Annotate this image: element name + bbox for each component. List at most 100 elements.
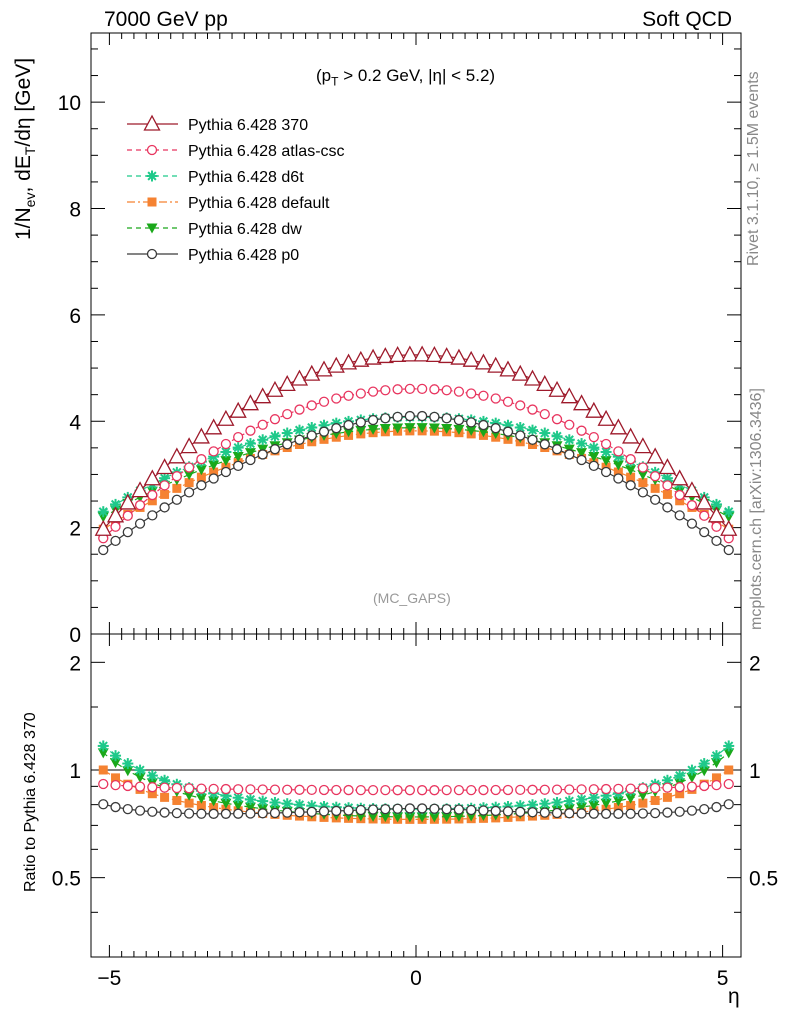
main-data-point [650, 483, 660, 493]
main-data-point [514, 422, 526, 434]
main-data-point [217, 409, 235, 426]
legend-entry: Pythia 6.428 default [188, 195, 330, 212]
ratio-data-point [183, 783, 195, 794]
ratio-panel: −5 0 5 0.5 0.5 1 1 2 2 [52, 633, 778, 990]
ratio-y-axis-title: Ratio to Pythia 6.428 370 [22, 712, 39, 892]
main-data-point [551, 414, 563, 425]
main-data-point [707, 506, 726, 523]
main-y-tick-label: 2 [69, 518, 81, 541]
ratio-data-point [98, 799, 109, 810]
main-data-point [671, 469, 689, 486]
main-data-point [208, 460, 220, 471]
main-data-point [462, 350, 480, 367]
legend-marker [146, 248, 158, 260]
main-data-point [147, 489, 158, 501]
ratio-data-point [269, 784, 281, 795]
legend-entry: Pythia 6.428 atlas-csc [188, 143, 345, 160]
main-data-point [450, 348, 468, 365]
main-data-point [499, 360, 517, 377]
ratio-data-point [343, 784, 354, 796]
main-data-point [205, 418, 223, 435]
ratio-data-point [147, 806, 158, 817]
ratio-data-point [233, 784, 244, 795]
main-data-point [171, 471, 182, 482]
main-data-point [662, 480, 673, 491]
ratio-data-point [318, 784, 330, 796]
ratio-data-point [539, 807, 550, 818]
ratio-data-point [527, 784, 538, 795]
ratio-data-point [711, 779, 722, 791]
ratio-data-point [122, 766, 134, 777]
main-data-point [220, 466, 232, 478]
main-data-point [257, 434, 269, 446]
ratio-data-point [441, 812, 453, 823]
main-data-point [686, 518, 698, 529]
x-tick-label: −5 [97, 967, 121, 990]
ratio-data-point [576, 802, 588, 813]
ratio-data-point [490, 805, 501, 817]
main-data-point [416, 383, 428, 395]
main-data-point [183, 487, 195, 498]
main-data-point [389, 346, 407, 363]
ratio-data-point [662, 792, 672, 802]
main-data-point [699, 510, 710, 521]
main-data-point [404, 410, 416, 422]
rivet-label: Rivet 3.1.10, ≥ 1.5M events [745, 71, 762, 266]
main-data-point [233, 460, 244, 471]
main-data-point [367, 386, 379, 397]
ratio-data-point [392, 803, 403, 814]
ratio-data-point [588, 808, 599, 819]
main-data-point [527, 424, 539, 436]
ratio-data-point [453, 784, 465, 796]
main-data-point [674, 489, 685, 501]
ratio-data-point [244, 794, 256, 806]
main-data-point [637, 487, 649, 498]
main-data-point [98, 544, 109, 556]
main-data-point [269, 444, 281, 455]
ratio-data-point [380, 803, 391, 815]
ratio-data-point [576, 794, 588, 806]
main-data-point [343, 419, 354, 431]
main-data-point [637, 462, 649, 473]
ratio-data-point [122, 803, 133, 815]
ratio-data-point [686, 764, 698, 776]
main-data-point [192, 427, 210, 444]
main-data-point [613, 473, 624, 484]
main-data-point [229, 401, 247, 418]
ratio-data-point [527, 807, 538, 818]
ratio-data-point [428, 812, 440, 823]
main-data-point [94, 519, 112, 536]
main-data-point [293, 424, 305, 436]
main-series-line [102, 388, 730, 539]
main-data-point [600, 438, 612, 450]
main-data-point [527, 434, 538, 445]
main-data-point [548, 380, 566, 397]
main-data-point [539, 409, 550, 420]
legend-marker [143, 114, 161, 131]
main-data-point [551, 444, 563, 455]
main-data-point [416, 410, 428, 422]
main-data-point [168, 447, 186, 464]
main-data-point [269, 414, 281, 425]
ratio-data-point [171, 807, 182, 819]
main-data-point [367, 414, 379, 426]
legend-marker [146, 144, 158, 156]
ratio-data-point [441, 785, 452, 796]
main-data-point [282, 439, 293, 450]
mcplots-label: mcplots.cern.ch [arXiv:1306.3436] [748, 388, 765, 630]
ratio-data-point [146, 770, 158, 782]
main-data-point [106, 506, 125, 523]
main-data-point [245, 454, 256, 466]
main-data-point [502, 396, 514, 407]
ratio-data-point [367, 811, 379, 822]
main-data-point [244, 438, 256, 450]
ratio-data-point [637, 790, 649, 801]
ratio-data-point [539, 784, 550, 795]
main-data-point [686, 500, 698, 511]
ratio-data-point [551, 796, 563, 808]
ratio-data-point [196, 783, 207, 794]
ratio-data-point [209, 802, 219, 812]
legend-entry: Pythia 6.428 dw [188, 221, 302, 238]
ratio-data-point [576, 808, 587, 819]
x-axis-title: η [728, 985, 740, 1008]
